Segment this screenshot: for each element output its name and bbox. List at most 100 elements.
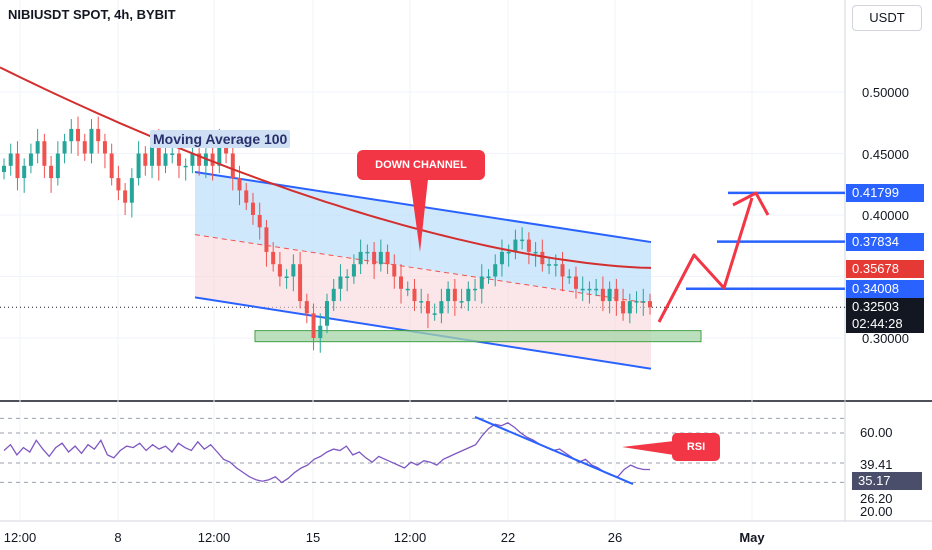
candle-body [412, 288, 417, 302]
candle-body [257, 215, 262, 228]
candle-body [123, 190, 128, 203]
target-1-tag: 0.34008 [846, 280, 924, 298]
chart-title: NIBIUSDT SPOT, 4h, BYBIT [8, 7, 176, 22]
candle-body [116, 178, 121, 191]
rsi-trendline [474, 416, 634, 486]
candle-body [291, 264, 296, 277]
candle-body [55, 153, 60, 179]
support-zone [254, 330, 702, 343]
candle-body [76, 128, 81, 142]
time-tick: May [739, 530, 765, 545]
rsi-callout-tail [622, 441, 674, 455]
candle-body [493, 264, 498, 277]
candle-body [197, 153, 202, 166]
time-tick: 12:00 [3, 530, 37, 545]
candle-body [405, 288, 410, 291]
target-2-tag: 0.37834 [846, 233, 924, 251]
time-tick: 26 [607, 530, 623, 545]
time-tick: 15 [305, 530, 321, 545]
candle-body [446, 288, 451, 302]
candle-body [399, 276, 404, 289]
candle-body [264, 227, 269, 252]
candle-body [277, 264, 282, 277]
candle-body [304, 301, 309, 314]
candle-body [89, 128, 94, 154]
candle-body [648, 301, 652, 308]
candle-body [244, 190, 249, 203]
currency-button[interactable]: USDT [852, 5, 922, 31]
candle-body [614, 288, 619, 302]
candle-body [271, 251, 276, 265]
candle-body [284, 276, 289, 278]
candle-body [526, 239, 531, 252]
candle-body [634, 301, 639, 303]
price-tick: 0.40000 [862, 208, 909, 223]
candle-body [331, 288, 336, 302]
rsi-callout: RSI [672, 433, 720, 461]
candle-body [82, 141, 87, 154]
candle-body [345, 276, 350, 278]
candle-body [150, 141, 155, 166]
candle-body [8, 153, 13, 166]
candle-body [513, 239, 518, 252]
candle-body [210, 153, 215, 166]
candle-body [250, 202, 255, 215]
time-tick: 22 [500, 530, 516, 545]
time-tick: 8 [114, 530, 122, 545]
projection-path [657, 197, 754, 323]
callout-tails [410, 179, 674, 455]
candle-body [600, 288, 605, 302]
rsi-tick: 20.00 [860, 504, 893, 519]
candle-body [553, 264, 558, 266]
candle-body [62, 141, 67, 154]
candle-body [533, 251, 538, 254]
last-price-tag: 0.32503 [846, 298, 924, 316]
candle-body [190, 153, 195, 166]
down-channel-callout: DOWN CHANNEL [357, 150, 485, 180]
candle-body [318, 325, 323, 338]
candle-body [392, 264, 397, 277]
rsi-tick: 26.20 [860, 491, 893, 506]
candle-body [621, 301, 626, 314]
channel-mid-line [194, 234, 652, 305]
target-3-tag: 0.41799 [846, 184, 924, 202]
candle-body [607, 288, 612, 302]
candle-body [163, 153, 168, 166]
candle-body [506, 251, 511, 254]
candle-body [594, 288, 599, 291]
candle-body [338, 276, 343, 289]
price-tick: 0.30000 [862, 331, 909, 346]
projection-arrow [657, 191, 770, 323]
candle-body [466, 288, 471, 302]
candle-body [2, 165, 6, 172]
candle-body [143, 153, 148, 166]
candle-body [425, 301, 430, 314]
candle-body [479, 276, 484, 289]
candle-body [365, 251, 370, 254]
candle-body [573, 276, 578, 289]
candle-body [452, 288, 457, 302]
candle-body [547, 264, 552, 266]
candle-body [385, 251, 390, 265]
candle-body [217, 141, 222, 166]
rsi-tick: 60.00 [860, 425, 893, 440]
candle-body [372, 251, 377, 265]
candle-body [15, 153, 20, 179]
candle-body [230, 153, 235, 179]
candle-body [102, 141, 107, 154]
candle-body [473, 288, 478, 291]
candle-body [129, 178, 134, 203]
candle-body [587, 288, 592, 291]
candle-body [237, 178, 242, 191]
projection-arrowhead [732, 191, 770, 216]
ma-value-tag: 0.35678 [846, 260, 924, 278]
candle-body [28, 153, 33, 166]
candle-body [156, 141, 161, 166]
candle-body [311, 313, 316, 338]
candle-body [486, 276, 491, 278]
candle-body [35, 141, 40, 154]
candle-body [419, 301, 424, 303]
candle-body [432, 313, 437, 315]
candle-body [42, 141, 47, 166]
